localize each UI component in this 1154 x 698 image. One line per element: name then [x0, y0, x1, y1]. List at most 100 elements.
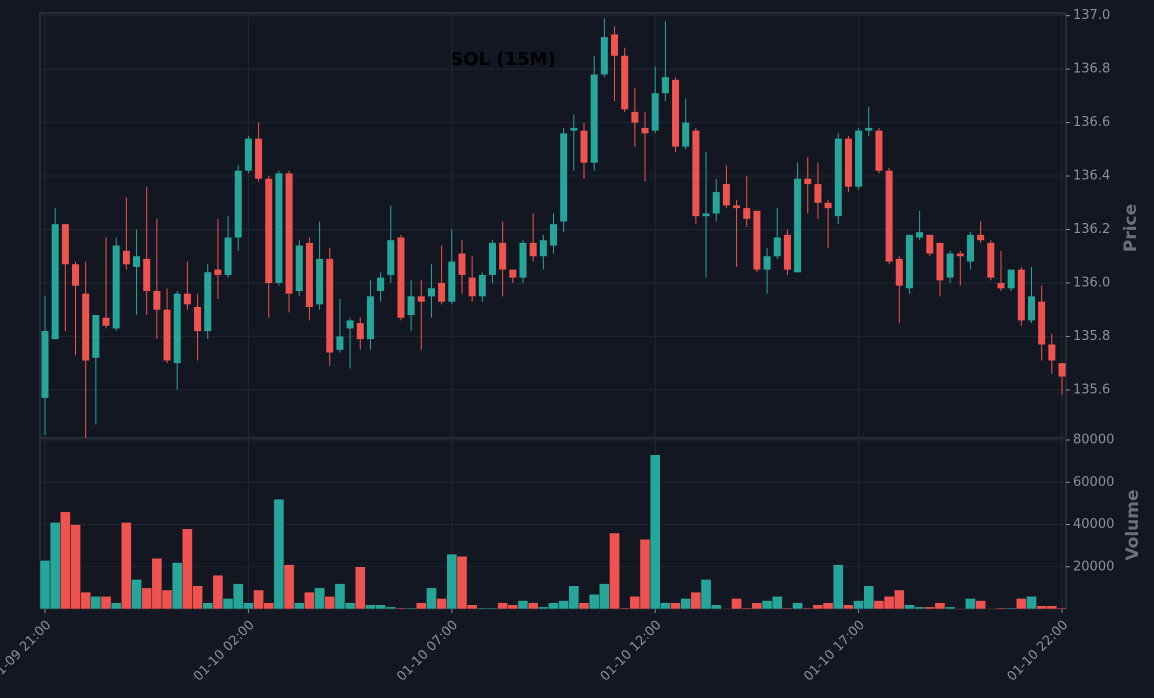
candle-body: [672, 79, 680, 147]
volume-bar: [405, 607, 417, 610]
candle-body: [72, 264, 80, 286]
candle-body: [722, 184, 730, 206]
candle-body: [488, 242, 496, 275]
volume-bar: [293, 602, 305, 610]
volume-bar: [832, 564, 844, 610]
volume-bar: [731, 598, 742, 610]
candle-body: [316, 258, 324, 305]
volume-bar: [426, 587, 437, 610]
volume-bar: [324, 596, 336, 610]
volume-bar: [1036, 605, 1047, 610]
volume-bar: [151, 558, 163, 610]
volume-bar: [90, 596, 102, 610]
candle-body: [560, 133, 568, 222]
volume-bar: [843, 604, 854, 610]
volume-bar: [568, 585, 580, 610]
volume-bar: [670, 602, 681, 610]
candle-body: [977, 234, 985, 241]
volume-bar: [344, 602, 356, 610]
candle-body: [987, 242, 995, 278]
volume-bar: [548, 602, 559, 610]
volume-bar: [558, 600, 570, 610]
volume-bar: [395, 607, 407, 610]
candle-body: [122, 250, 130, 265]
volume-bar: [100, 596, 112, 610]
candle-body: [366, 296, 374, 340]
candle-body: [499, 242, 507, 270]
volume-bar: [782, 607, 793, 610]
candle-body: [844, 138, 852, 187]
candle-body: [234, 170, 242, 238]
volume-bar: [660, 602, 671, 610]
volume-bar: [954, 608, 966, 610]
volume-bar: [863, 585, 875, 610]
volume-bar: [141, 587, 153, 610]
candle-body: [916, 232, 924, 238]
volume-bar: [1046, 605, 1058, 610]
volume-bar: [283, 564, 295, 610]
candle-body: [712, 192, 720, 214]
volume-bar: [944, 606, 956, 610]
candle-body: [163, 309, 171, 361]
y-tick-label: 135.6: [1073, 382, 1110, 397]
candle-body: [61, 224, 69, 265]
volume-bar: [273, 498, 285, 610]
volume-bar: [904, 604, 915, 610]
candle-body: [550, 224, 557, 246]
candle-body: [153, 290, 161, 310]
y-tick-label: 136.6: [1073, 115, 1110, 130]
candle-body: [885, 170, 893, 262]
volume-bar: [1056, 607, 1068, 610]
volume-bar: [680, 598, 692, 610]
candle-body: [834, 138, 842, 217]
candle-body: [102, 317, 110, 326]
candle-body: [590, 74, 598, 163]
candle-body: [814, 184, 822, 203]
candle-body: [773, 237, 781, 257]
candle-body: [855, 130, 863, 187]
volume-bar: [110, 602, 122, 610]
candle-body: [194, 307, 202, 332]
volume-bar: [771, 596, 783, 610]
volume-bar: [243, 602, 254, 610]
volume-bar: [436, 598, 447, 610]
volume-bar: [893, 589, 905, 610]
volume-bar: [700, 579, 712, 610]
y-tick-label: 137.0: [1073, 8, 1110, 23]
volume-bar: [914, 606, 925, 610]
candle-body: [509, 269, 517, 278]
volume-bar: [1005, 607, 1017, 610]
candle-body: [346, 320, 354, 329]
candle-body: [651, 93, 659, 131]
price-panel: [39, 12, 1067, 439]
volume-bar: [599, 583, 610, 610]
volume-bar: [985, 608, 997, 610]
candle-body: [753, 210, 761, 270]
candle-body: [661, 77, 669, 94]
volume-bar: [721, 608, 732, 610]
candle-body: [631, 111, 639, 123]
candle-body: [1017, 269, 1025, 321]
volume-bar: [222, 598, 234, 610]
candle-body: [997, 282, 1005, 289]
volume-bar: [537, 606, 549, 610]
candle-body: [783, 234, 791, 270]
volume-bar: [761, 600, 773, 610]
volume-bar: [192, 585, 203, 610]
volume-bar: [639, 539, 651, 610]
volume-bar: [802, 607, 814, 610]
candle-body: [875, 130, 883, 171]
candle-body: [682, 122, 690, 147]
candle-body: [824, 202, 832, 209]
volume-bar: [619, 607, 631, 610]
volume-bar: [934, 602, 946, 610]
volume-bar: [232, 583, 244, 610]
chart-title: SOL (15M): [450, 49, 555, 70]
candle-body: [377, 277, 385, 291]
candle-body: [183, 293, 191, 305]
y2-tick-label: 20000: [1073, 559, 1114, 574]
volume-bar: [710, 604, 722, 610]
volume-bar: [1015, 598, 1027, 610]
volume-bar: [507, 604, 519, 610]
volume-bar: [314, 587, 325, 610]
